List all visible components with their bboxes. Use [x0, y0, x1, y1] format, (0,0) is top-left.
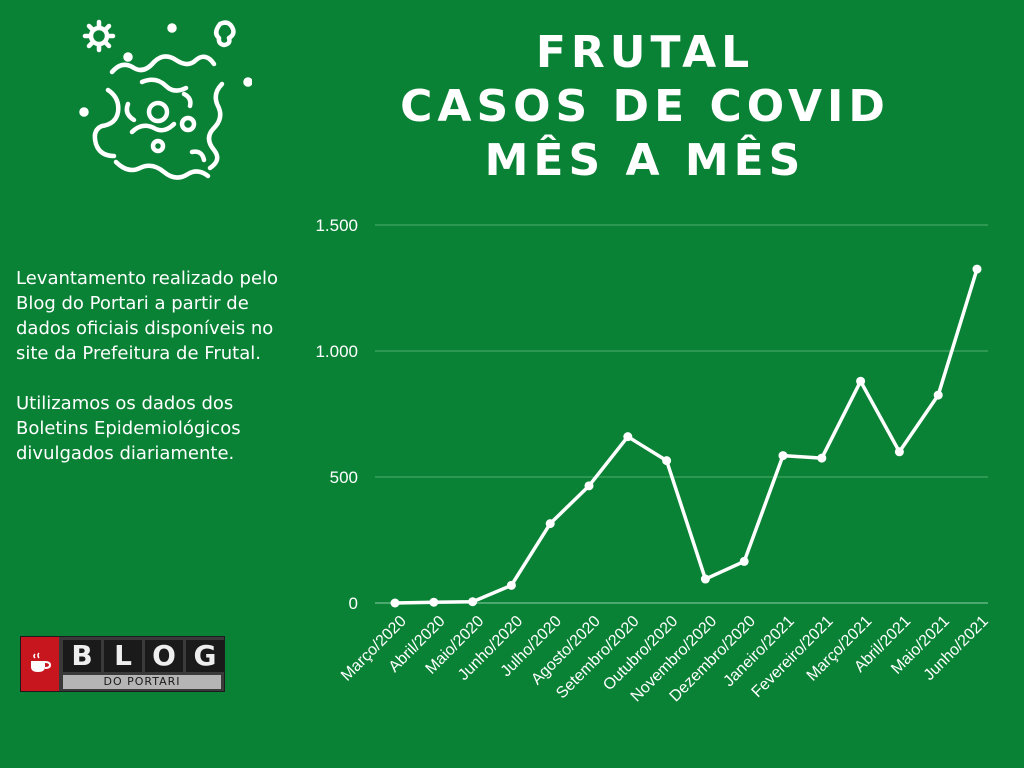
title-line-2: CASOS DE COVID: [400, 81, 890, 132]
data-point: [739, 556, 749, 566]
logo-letter: O: [145, 640, 183, 672]
grid-lines: [375, 224, 988, 604]
title-line-3: MÊS A MÊS: [484, 135, 806, 186]
data-point: [662, 456, 672, 466]
logo-letter: G: [186, 640, 224, 672]
data-point: [429, 597, 439, 607]
x-axis-labels: Março/2020Abril/2020Maio/2020Junho/2020J…: [338, 613, 992, 706]
data-point: [390, 598, 400, 608]
data-point: [623, 432, 633, 442]
data-point: [468, 597, 478, 607]
coffee-cup-icon: [31, 652, 52, 672]
title-line-1: FRUTAL: [535, 27, 755, 78]
blog-logo: B L O G DO PORTARI: [20, 636, 225, 692]
logo-subtitle: DO PORTARI: [63, 675, 221, 689]
data-point: [700, 574, 710, 584]
y-tick-label: 1.500: [315, 216, 358, 235]
y-tick-label: 500: [330, 468, 358, 487]
logo-letter: B: [63, 640, 101, 672]
data-point: [545, 519, 555, 529]
chart-title: FRUTAL CASOS DE COVID MÊS A MÊS: [395, 26, 895, 188]
series-line: [393, 267, 979, 605]
data-points: [390, 264, 982, 608]
description-paragraph-1: Levantamento realizado pelo Blog do Port…: [16, 268, 279, 364]
virus-icon: [79, 19, 252, 180]
data-point: [894, 447, 904, 457]
series-layer: [393, 267, 979, 605]
data-point: [506, 580, 516, 590]
logo-letter: L: [104, 640, 142, 672]
data-point: [778, 451, 788, 461]
data-point: [972, 264, 982, 274]
data-point: [856, 376, 866, 386]
description: Levantamento realizado pelo Blog do Port…: [16, 266, 306, 491]
data-point: [933, 390, 943, 400]
y-tick-label: 0: [349, 594, 358, 613]
y-axis-labels: 0 500 1.000 1.500: [315, 216, 358, 613]
y-tick-label: 1.000: [315, 342, 358, 361]
data-point: [817, 453, 827, 463]
data-point: [584, 481, 594, 491]
description-paragraph-2: Utilizamos os dados dos Boletins Epidemi…: [16, 393, 241, 464]
